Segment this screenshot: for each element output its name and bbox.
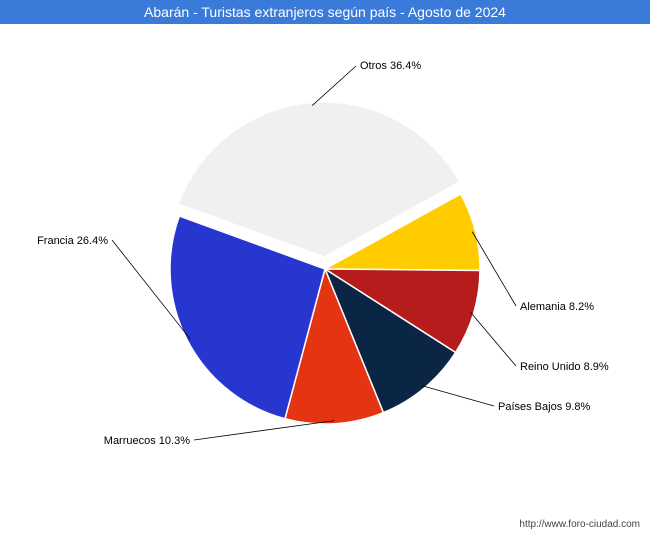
leader-line bbox=[194, 421, 334, 440]
slice-label: Otros 36.4% bbox=[360, 60, 421, 72]
slice-label: Reino Unido 8.9% bbox=[520, 361, 609, 373]
leader-line bbox=[312, 66, 356, 106]
slice-label: Marruecos 10.3% bbox=[104, 435, 190, 447]
chart-header: Abarán - Turistas extranjeros según país… bbox=[0, 0, 650, 24]
pie-chart: Otros 36.4% Alemania 8.2% Reino Unido 8.9%… bbox=[0, 24, 650, 530]
leader-line bbox=[471, 312, 516, 366]
chart-area: Otros 36.4% Alemania 8.2% Reino Unido 8.9%… bbox=[0, 24, 650, 530]
chart-title: Abarán - Turistas extranjeros según país… bbox=[144, 4, 506, 20]
slice-label: Países Bajos 9.8% bbox=[498, 401, 591, 413]
slice-label: Francia 26.4% bbox=[37, 235, 108, 247]
footer-credit: http://www.foro-ciudad.com bbox=[519, 519, 640, 530]
slice-label: Alemania 8.2% bbox=[520, 301, 594, 313]
leader-line bbox=[422, 386, 494, 406]
